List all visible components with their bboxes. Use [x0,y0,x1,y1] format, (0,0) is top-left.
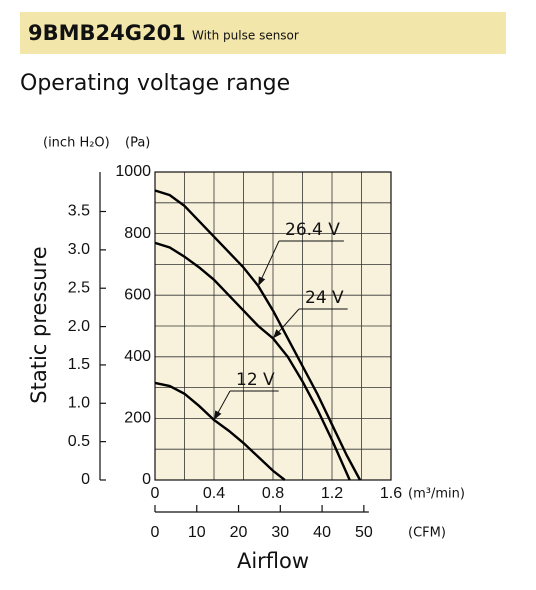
y-tick-label: 200 [124,410,151,427]
y-tick-label: 800 [124,225,151,242]
curve [154,381,286,481]
y2-tick-label: 2.5 [68,279,90,296]
y-tick-label: 0 [142,471,151,488]
x2-unit: (CFM) [408,526,446,541]
y-axis-label: Static pressure [27,246,51,403]
y2-tick-label: 3.5 [68,203,90,220]
y2-tick-label: 3.0 [68,241,90,258]
x-tick-label: 1.6 [380,485,402,502]
y2-tick-label: 1.5 [68,356,90,373]
x-tick-label: 0.4 [203,485,225,502]
leader-arrow [214,410,222,420]
y-tick-label: 1000 [115,163,151,180]
x2-tick-label: 40 [313,524,331,541]
y-tick-label: 600 [124,286,151,303]
leader-arrow [258,276,266,286]
section-title: Operating voltage range [20,71,290,96]
model-title: 9BMB24G201 [28,21,186,45]
x2-tick-label: 30 [271,524,289,541]
x-tick-label: 0.8 [262,485,284,502]
series-label: 24 V [305,288,344,308]
curve [154,241,351,481]
y2-unit: (inch H₂O) [43,136,110,151]
x2-tick-label: 10 [188,524,206,541]
y2-tick-label: 0.5 [68,433,90,450]
y-tick-label: 400 [124,348,151,365]
model-subtitle: With pulse sensor [192,29,299,43]
x2-tick-label: 20 [230,524,248,541]
header-band [20,12,506,54]
x-tick-label: 1.2 [321,485,343,502]
x2-tick-label: 50 [355,524,373,541]
series-label: 12 V [236,370,275,390]
y-unit: (Pa) [125,136,150,151]
x-axis-label: Airflow [237,549,309,573]
x-tick-label: 0 [151,485,160,502]
y2-tick-label: 1.0 [68,395,90,412]
plot-frame [154,171,392,481]
series-label: 26.4 V [285,220,340,240]
leader-arrow [273,329,282,339]
x-unit: (m³/min) [408,487,465,502]
x2-tick-label: 0 [151,524,160,541]
y2-tick-label: 2.0 [68,318,90,335]
y2-tick-label: 0 [81,471,90,488]
